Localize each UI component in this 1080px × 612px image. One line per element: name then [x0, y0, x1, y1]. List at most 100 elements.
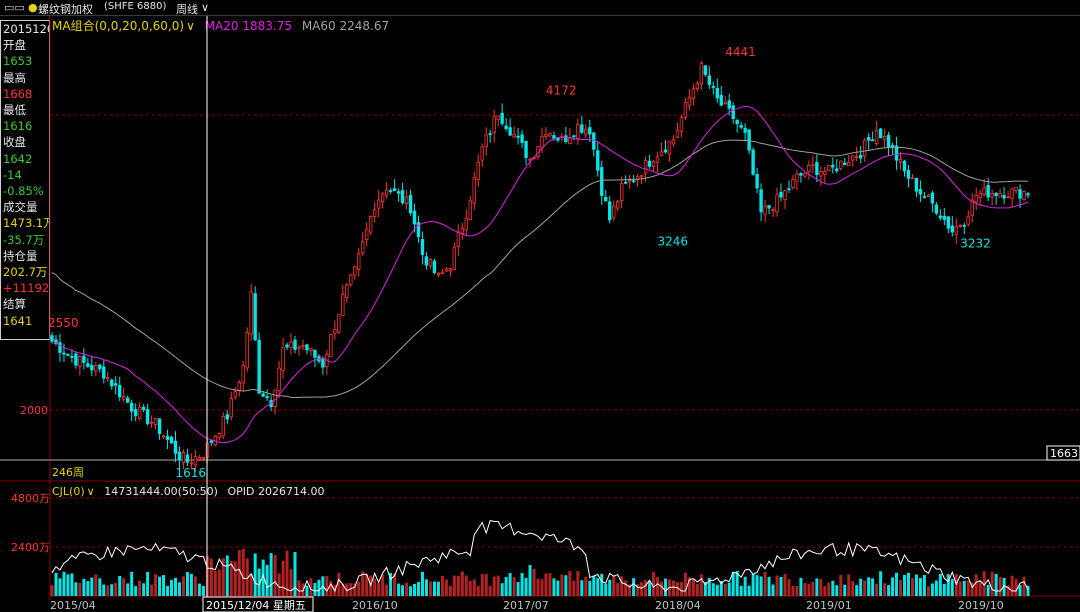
volume-bar	[1014, 579, 1018, 596]
candle-body	[843, 162, 847, 166]
candle-body	[125, 397, 130, 403]
volume-bar	[397, 583, 401, 596]
bar-count: 246周	[52, 466, 84, 479]
volume-bar	[317, 579, 321, 596]
candle-body	[584, 128, 588, 135]
volume-indicator-bar: CJL(0) ∨ 14731444.00(50:50) OPID 2026714.…	[52, 485, 330, 498]
volume-bar	[906, 572, 910, 596]
candle-body	[281, 347, 285, 371]
candle-body	[197, 456, 202, 460]
volume-bar	[624, 580, 628, 596]
candle-body	[663, 149, 668, 153]
volume-chevron-icon[interactable]: ∨	[86, 485, 95, 498]
candle-body	[516, 136, 520, 138]
period-selector[interactable]: 周线	[176, 3, 198, 16]
volume-bar	[831, 580, 835, 596]
volume-bar	[966, 580, 970, 596]
data-value: 1473.1万	[3, 216, 49, 231]
candle-body	[858, 154, 863, 159]
volume-bar	[671, 580, 675, 596]
candle-body	[687, 96, 692, 106]
indicator-chevron-icon[interactable]: ∨	[186, 19, 195, 33]
window-icon[interactable]: ▭▭	[4, 1, 25, 14]
volume-bar	[675, 582, 679, 596]
candle-body	[484, 134, 488, 147]
volume-indicator-name[interactable]: CJL(0)	[52, 485, 85, 498]
candle-body	[619, 183, 624, 201]
candle-body	[807, 164, 811, 172]
volume-bar	[213, 570, 217, 596]
volume-value: 14731444.00(50:50)	[104, 485, 218, 498]
volume-bar	[863, 580, 867, 596]
candle-body	[799, 173, 803, 176]
data-value: 1668	[3, 86, 33, 101]
volume-bar	[903, 575, 907, 596]
volume-bar	[162, 575, 166, 596]
volume-bar	[66, 574, 70, 596]
symbol-code: (SHFE 6880)	[104, 1, 167, 12]
candle-body	[432, 260, 437, 273]
indicator-name[interactable]: MA组合(0,0,20,0,60,0)	[52, 19, 185, 33]
volume-bar	[827, 582, 831, 596]
volume-bar	[138, 580, 142, 596]
volume-bar	[221, 558, 225, 596]
volume-bar	[245, 558, 249, 596]
volume-bar	[385, 584, 389, 596]
chevron-down-icon[interactable]: ∨	[201, 1, 210, 14]
candle-body	[289, 341, 293, 349]
candle-body	[420, 239, 425, 255]
volume-bar	[652, 571, 656, 596]
volume-bar	[719, 580, 723, 596]
volume-bar	[536, 578, 540, 596]
candle-body	[962, 224, 966, 227]
candle-body	[253, 293, 257, 341]
candle-body	[930, 192, 935, 204]
annotation-low: 3232	[960, 236, 991, 250]
volume-bar	[803, 582, 807, 596]
volume-bar	[62, 571, 66, 596]
x-tick-label: 2019/01	[806, 599, 852, 612]
volume-bar	[572, 580, 576, 596]
candle-body	[870, 139, 875, 142]
volume-bar	[50, 585, 54, 596]
volume-bar	[432, 581, 436, 596]
candle-body	[707, 75, 712, 85]
candle-body	[361, 241, 365, 254]
candle-body	[50, 335, 54, 342]
ma20-label: MA20 1883.75	[204, 19, 292, 33]
volume-bar	[90, 577, 94, 596]
volume-bar	[855, 585, 859, 596]
candle-body	[576, 124, 580, 139]
candle-body	[918, 188, 923, 195]
candle-body	[221, 416, 225, 437]
volume-bar	[134, 586, 138, 596]
volume-bar	[691, 579, 695, 596]
candle-body	[1014, 187, 1018, 191]
volume-bar	[401, 585, 405, 596]
volume-bar	[373, 578, 377, 596]
volume-tick-4800: 4800万	[11, 492, 50, 505]
candle-body	[145, 409, 150, 424]
volume-bar	[616, 583, 620, 596]
annotation-high: 4172	[546, 84, 577, 98]
candle-body	[862, 139, 867, 157]
volume-bar	[847, 574, 851, 596]
candle-body	[683, 102, 688, 118]
candle-body	[723, 102, 727, 105]
volume-bar	[891, 577, 895, 596]
volume-bar	[540, 579, 544, 596]
candle-body	[524, 141, 528, 158]
volume-bar	[743, 576, 747, 596]
candle-body	[460, 227, 465, 234]
candle-body	[851, 155, 855, 161]
volume-bar	[261, 559, 265, 596]
candle-body	[926, 194, 931, 197]
volume-bar	[588, 580, 592, 596]
volume-bar	[341, 583, 345, 596]
volume-bar	[807, 583, 811, 596]
volume-bar	[225, 555, 229, 596]
candle-body	[970, 199, 974, 216]
volume-bar	[70, 573, 74, 596]
volume-bar	[460, 571, 464, 596]
